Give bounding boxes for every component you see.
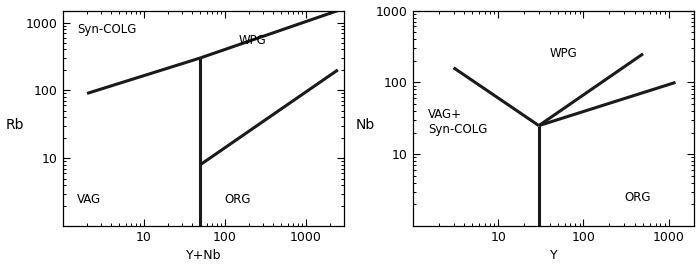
Y-axis label: Nb: Nb — [356, 118, 375, 132]
Text: VAG+
Syn-COLG: VAG+ Syn-COLG — [428, 108, 487, 136]
Y-axis label: Rb: Rb — [6, 118, 24, 132]
Text: ORG: ORG — [624, 191, 651, 204]
Text: VAG: VAG — [77, 193, 101, 206]
Text: ORG: ORG — [225, 193, 251, 206]
X-axis label: Y: Y — [550, 250, 557, 262]
Text: WPG: WPG — [550, 47, 578, 60]
Text: Syn-COLG: Syn-COLG — [77, 23, 136, 36]
Text: WPG: WPG — [239, 34, 267, 47]
X-axis label: Y+Nb: Y+Nb — [186, 250, 221, 262]
